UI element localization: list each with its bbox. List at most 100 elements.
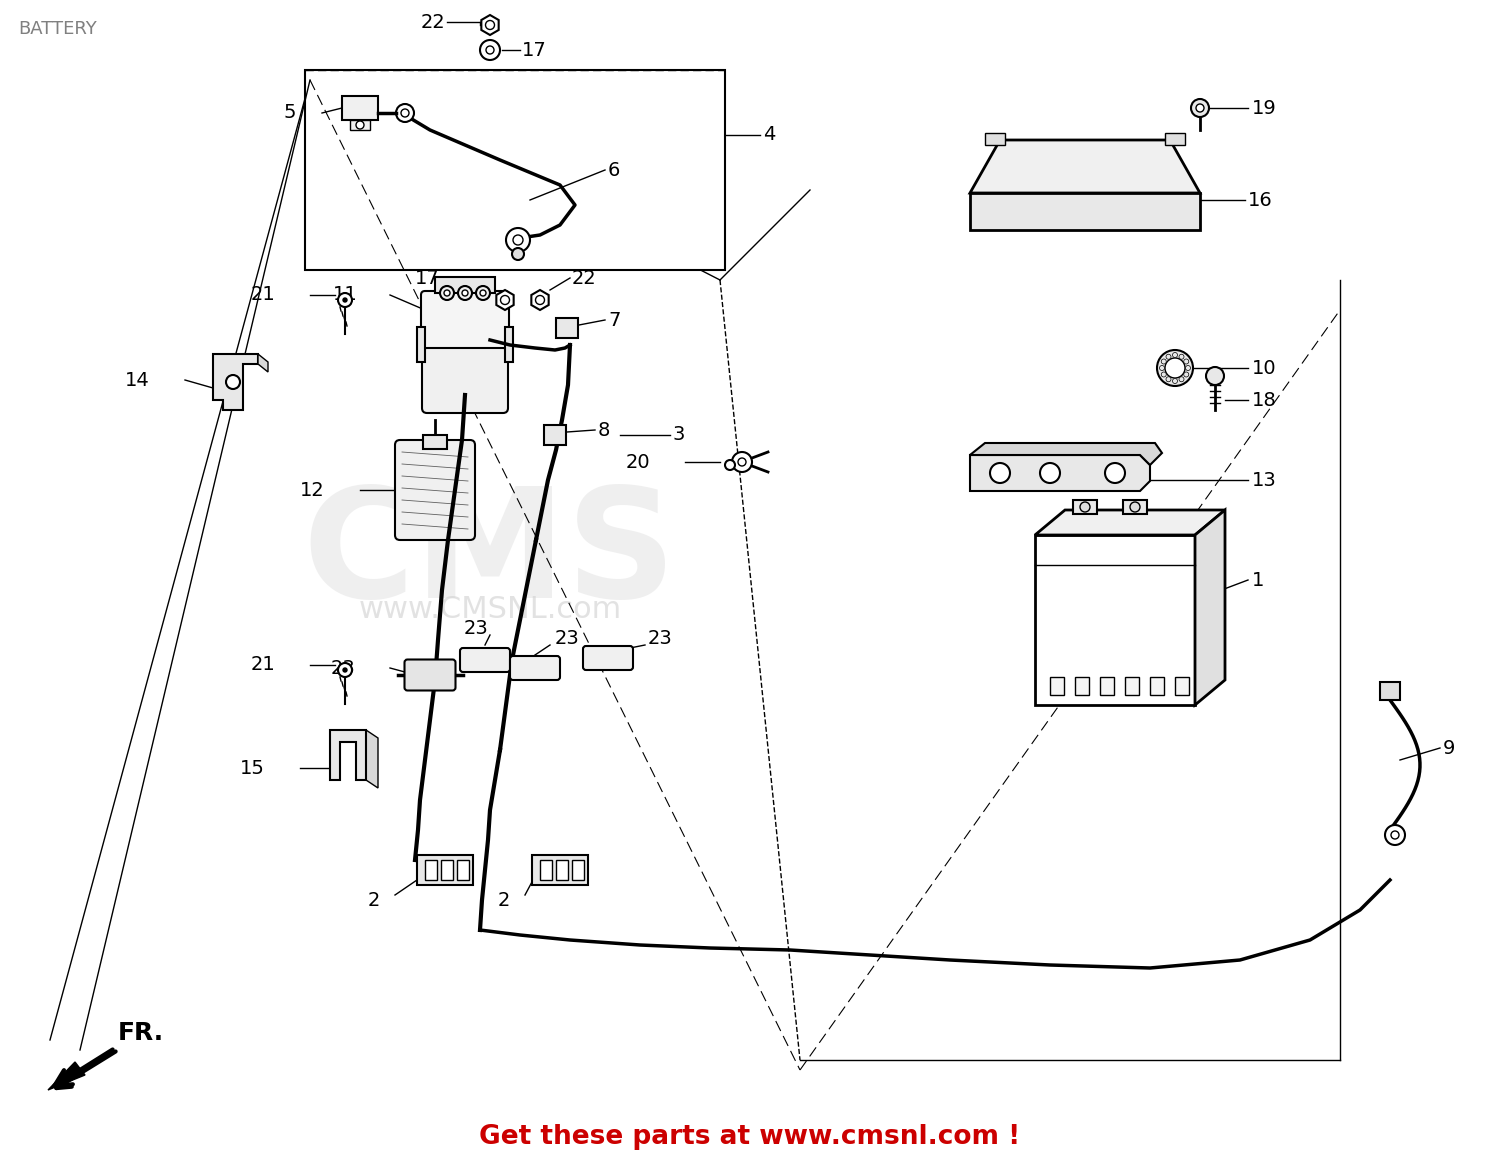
Circle shape xyxy=(506,228,530,251)
Bar xyxy=(1174,677,1190,695)
Circle shape xyxy=(338,293,352,307)
Bar xyxy=(1380,682,1400,700)
Polygon shape xyxy=(48,1062,86,1090)
Circle shape xyxy=(440,286,454,300)
Bar xyxy=(304,70,724,270)
Text: 15: 15 xyxy=(240,759,266,778)
Circle shape xyxy=(486,47,494,54)
Circle shape xyxy=(1184,359,1190,364)
Circle shape xyxy=(501,296,510,305)
Bar xyxy=(350,120,370,130)
Circle shape xyxy=(1130,502,1140,512)
Text: 13: 13 xyxy=(1252,470,1276,490)
Text: 21: 21 xyxy=(251,655,274,674)
Polygon shape xyxy=(970,455,1150,491)
Bar xyxy=(417,327,424,362)
Circle shape xyxy=(1390,831,1400,839)
Text: 17: 17 xyxy=(416,269,440,288)
Bar xyxy=(1125,677,1138,695)
Circle shape xyxy=(1161,372,1166,377)
Polygon shape xyxy=(970,140,1200,193)
Circle shape xyxy=(1166,359,1185,378)
Text: 4: 4 xyxy=(764,126,776,144)
Text: 11: 11 xyxy=(333,285,358,305)
Circle shape xyxy=(1173,378,1178,383)
Circle shape xyxy=(344,668,346,672)
Text: 14: 14 xyxy=(124,370,150,390)
Text: 17: 17 xyxy=(522,41,546,59)
Text: 23: 23 xyxy=(555,629,579,647)
Text: 3: 3 xyxy=(674,426,686,445)
Text: BATTERY: BATTERY xyxy=(18,20,96,38)
Polygon shape xyxy=(330,730,366,780)
Circle shape xyxy=(1179,377,1184,382)
Bar xyxy=(986,133,1005,146)
FancyBboxPatch shape xyxy=(394,440,476,540)
Circle shape xyxy=(400,109,410,118)
Circle shape xyxy=(990,463,1010,483)
Text: Get these parts at www.cmsnl.com !: Get these parts at www.cmsnl.com ! xyxy=(480,1124,1020,1150)
Circle shape xyxy=(1040,463,1060,483)
Circle shape xyxy=(1173,353,1178,357)
Circle shape xyxy=(536,296,544,305)
Text: 1: 1 xyxy=(1252,570,1264,589)
Bar xyxy=(441,860,453,880)
Polygon shape xyxy=(482,15,498,35)
Circle shape xyxy=(1166,354,1172,360)
Circle shape xyxy=(1161,359,1166,364)
Polygon shape xyxy=(1035,510,1226,535)
Polygon shape xyxy=(213,354,258,410)
Polygon shape xyxy=(970,193,1200,230)
Bar xyxy=(506,327,513,362)
Circle shape xyxy=(396,104,414,122)
Text: 23: 23 xyxy=(464,618,489,638)
Circle shape xyxy=(1184,372,1190,377)
Bar xyxy=(417,856,472,885)
Text: 9: 9 xyxy=(1443,738,1455,758)
Circle shape xyxy=(480,40,500,61)
Polygon shape xyxy=(496,290,513,310)
Polygon shape xyxy=(258,354,268,372)
Polygon shape xyxy=(970,443,1162,464)
Text: 22: 22 xyxy=(420,13,446,31)
Circle shape xyxy=(1179,354,1184,360)
Bar xyxy=(532,856,588,885)
FancyBboxPatch shape xyxy=(460,648,510,672)
Circle shape xyxy=(356,121,364,129)
Circle shape xyxy=(344,298,346,301)
Circle shape xyxy=(513,235,523,244)
Text: www.CMSNL.com: www.CMSNL.com xyxy=(358,596,621,625)
Text: 20: 20 xyxy=(626,453,650,471)
Bar xyxy=(540,860,552,880)
Bar xyxy=(1124,501,1148,514)
Text: CMS: CMS xyxy=(303,481,676,630)
Circle shape xyxy=(512,248,524,260)
Circle shape xyxy=(1196,104,1204,112)
Text: 16: 16 xyxy=(1248,191,1272,210)
Circle shape xyxy=(1106,463,1125,483)
Text: 23: 23 xyxy=(648,629,672,647)
Circle shape xyxy=(444,290,450,296)
Bar xyxy=(1050,677,1064,695)
Polygon shape xyxy=(531,290,549,310)
FancyBboxPatch shape xyxy=(422,291,509,359)
Circle shape xyxy=(480,290,486,296)
Bar xyxy=(572,860,584,880)
Circle shape xyxy=(1160,365,1164,370)
Circle shape xyxy=(1080,502,1090,512)
Text: 7: 7 xyxy=(608,311,621,329)
Circle shape xyxy=(1206,367,1224,385)
Bar xyxy=(1166,133,1185,146)
Circle shape xyxy=(1156,350,1192,386)
Bar xyxy=(342,95,378,120)
Bar xyxy=(1035,535,1196,705)
Text: 19: 19 xyxy=(1252,99,1276,118)
Text: 18: 18 xyxy=(1252,390,1276,410)
FancyBboxPatch shape xyxy=(510,656,560,680)
Polygon shape xyxy=(366,730,378,788)
Bar xyxy=(1076,677,1089,695)
Text: FR.: FR. xyxy=(118,1021,164,1045)
Text: 2: 2 xyxy=(498,890,510,909)
Bar xyxy=(1072,501,1096,514)
Text: 5: 5 xyxy=(284,104,296,122)
